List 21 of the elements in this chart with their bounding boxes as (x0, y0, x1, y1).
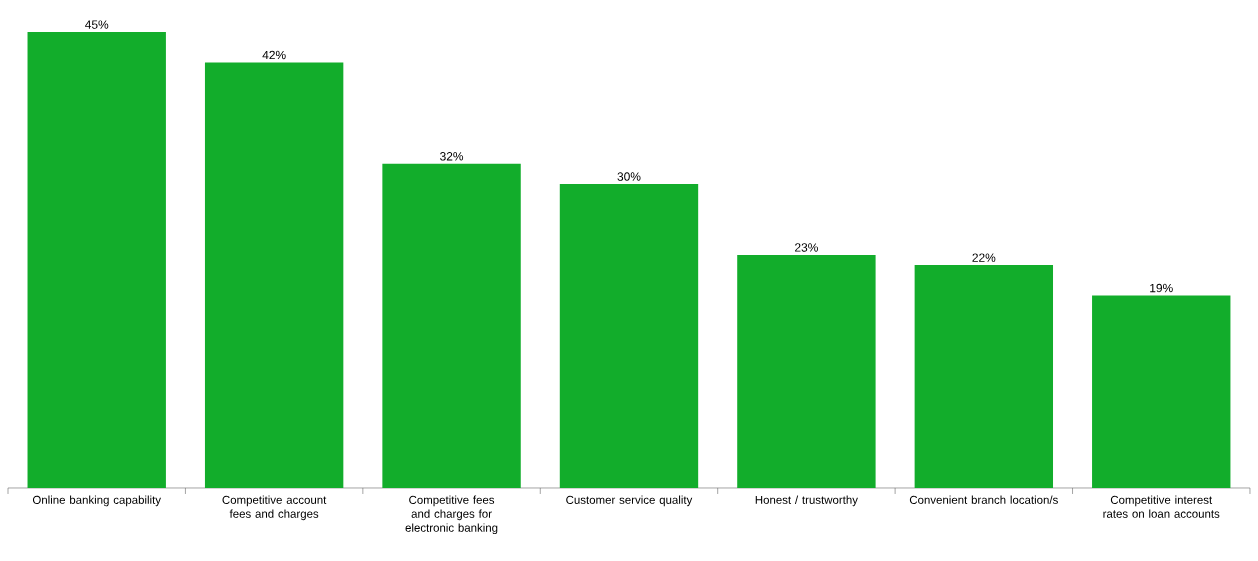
bar (559, 183, 699, 488)
bar (382, 163, 521, 488)
data-label: 19% (1150, 283, 1173, 293)
bar (204, 62, 344, 488)
x-tick-label: Convenient branch location/s (909, 495, 1058, 504)
x-tick-label: Competitive account fees and charges (222, 495, 327, 521)
bar (27, 31, 166, 488)
x-tick-label: Honest / trustworthy (755, 495, 858, 507)
x-tick-label: Customer service quality (566, 495, 693, 507)
x-tick-label: Online banking capability (32, 495, 161, 507)
x-tick-label: Competitive fees and charges for electronic banking (405, 495, 498, 535)
data-label: 42% (262, 50, 286, 60)
bar (1092, 295, 1231, 488)
data-label: 22% (972, 253, 996, 262)
data-label: 32% (440, 152, 464, 161)
data-label: 30% (617, 172, 641, 181)
x-tick-label: Competitive interest rates on loan accounts (1103, 495, 1220, 518)
bar (737, 254, 876, 488)
data-label: 45% (85, 20, 109, 29)
data-label: 23% (795, 243, 818, 252)
bar (914, 265, 1054, 488)
